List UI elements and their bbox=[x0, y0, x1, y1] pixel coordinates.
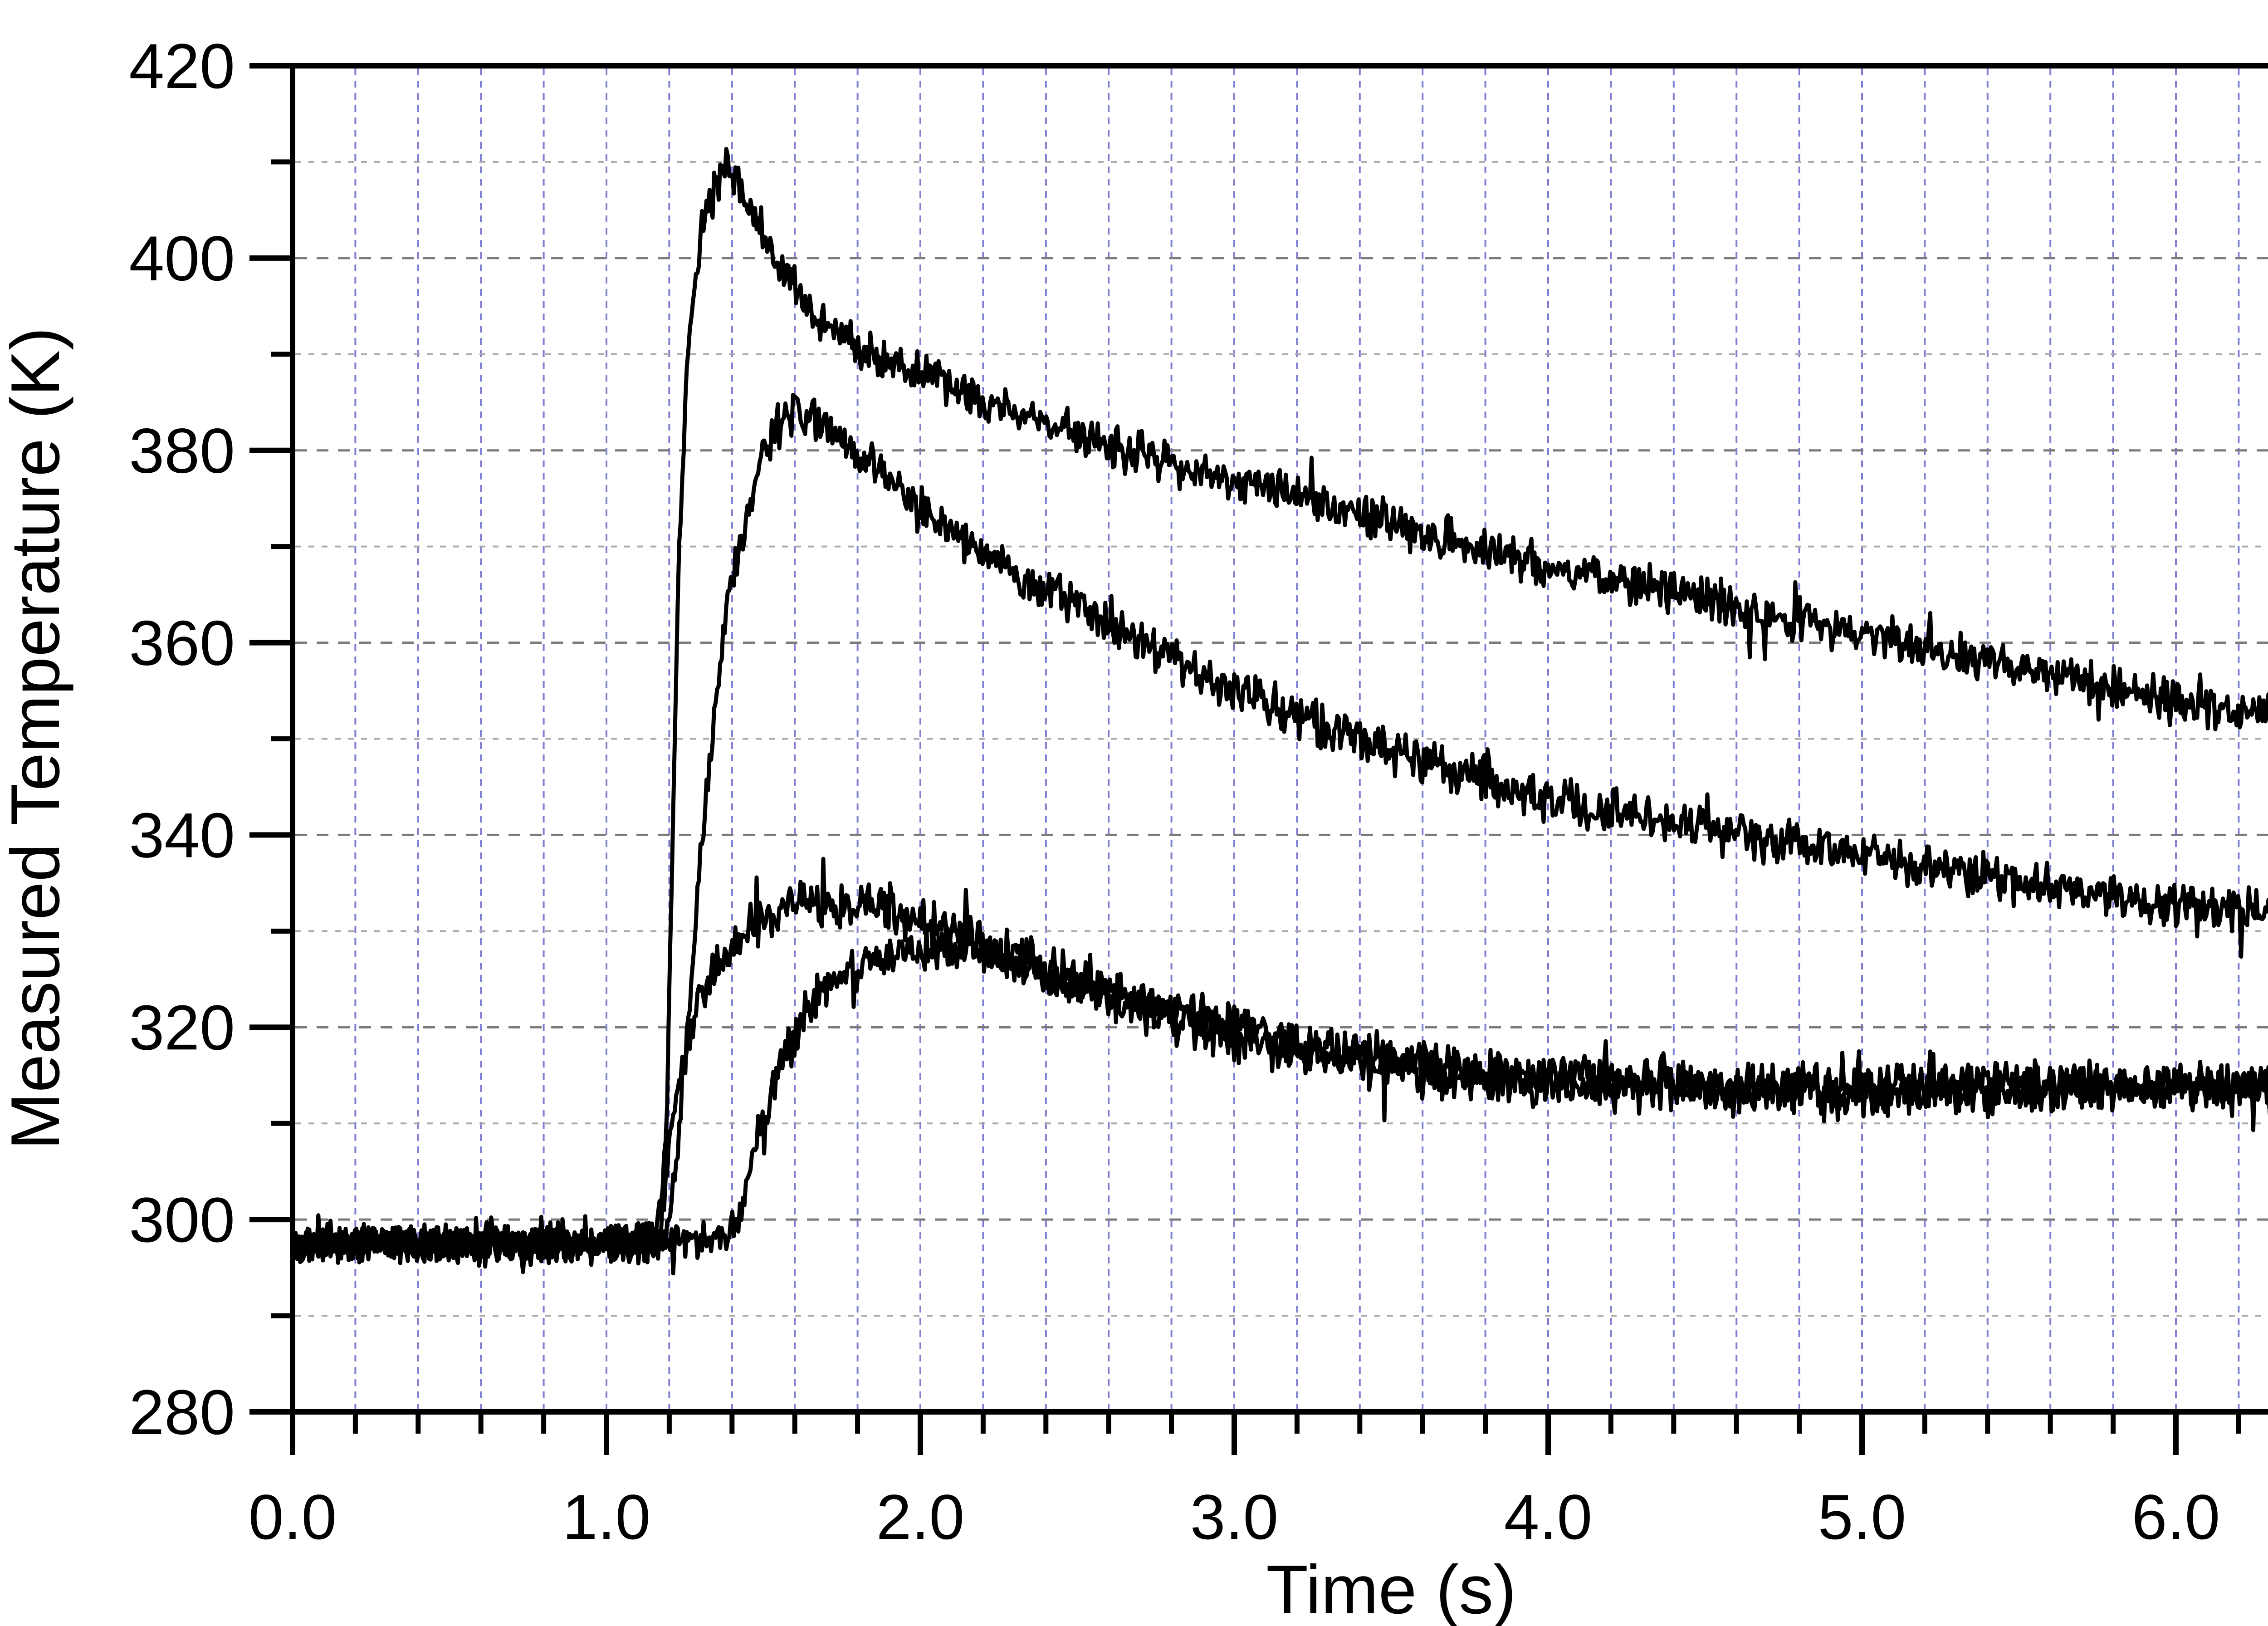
y-tick-label: 400 bbox=[129, 223, 235, 294]
grid-layer bbox=[295, 69, 2268, 1409]
y-axis-title: Measured Temperature (K) bbox=[0, 327, 74, 1150]
y-tick-label: 300 bbox=[129, 1184, 235, 1255]
y-tick-label: 360 bbox=[129, 607, 235, 679]
x-tick-label: 1.0 bbox=[562, 1481, 651, 1553]
x-tick-label: 0.0 bbox=[249, 1481, 337, 1553]
x-tick-label: 5.0 bbox=[1818, 1481, 1906, 1553]
y-tick-label: 340 bbox=[129, 799, 235, 871]
x-axis-title: Time (s) bbox=[1266, 1551, 1516, 1626]
y-tick-label: 380 bbox=[129, 415, 235, 486]
series-layer bbox=[293, 147, 2268, 1276]
x-tick-label: 3.0 bbox=[1190, 1481, 1279, 1553]
y-tick-label: 280 bbox=[129, 1376, 235, 1448]
trace-peak-333K bbox=[293, 857, 2268, 1274]
trace-peak-384K bbox=[293, 393, 2268, 1269]
tick-label-layer: 0.01.02.03.04.05.06.07.02803003203403603… bbox=[129, 30, 2220, 1553]
x-tick-label: 4.0 bbox=[1504, 1481, 1593, 1553]
trace-peak-328K bbox=[293, 923, 2268, 1276]
y-tick-label: 320 bbox=[129, 992, 235, 1063]
x-tick-label: 6.0 bbox=[2132, 1481, 2220, 1553]
axes-layer bbox=[249, 63, 2268, 1455]
y-tick-label: 420 bbox=[129, 30, 235, 102]
x-tick-label: 2.0 bbox=[876, 1481, 965, 1553]
trace-peak-409K bbox=[293, 147, 2268, 1267]
